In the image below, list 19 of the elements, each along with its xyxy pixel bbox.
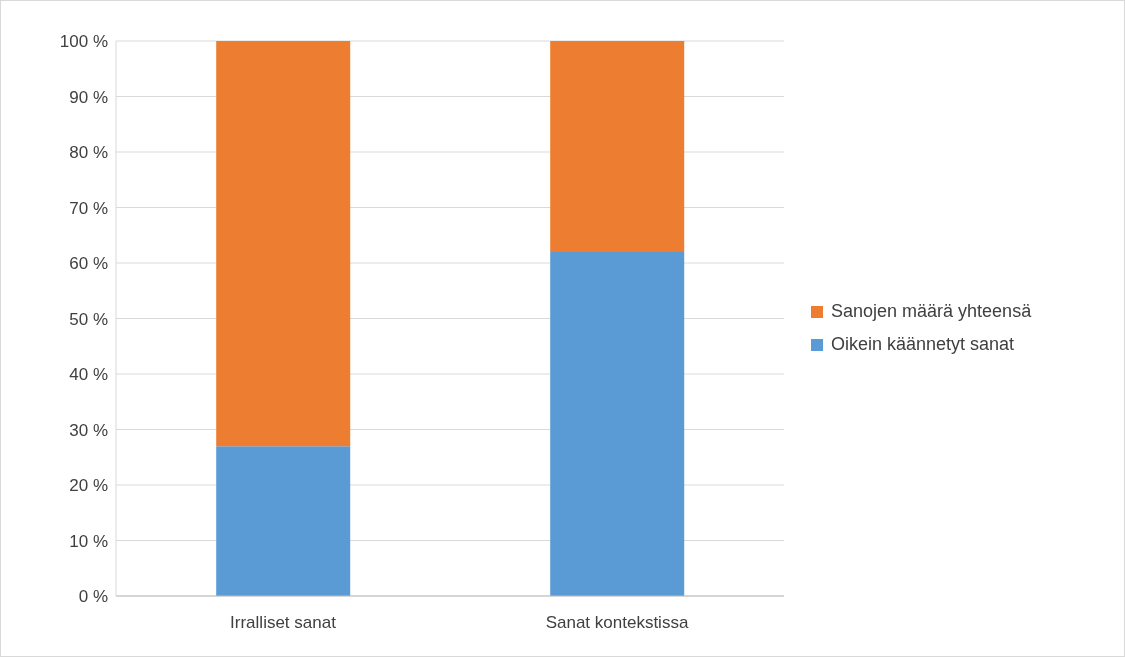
bar xyxy=(216,446,351,596)
x-tick-label: Sanat kontekstissa xyxy=(545,613,689,633)
legend-label: Sanojen määrä yhteensä xyxy=(831,301,1032,322)
y-tick-label: 60 % xyxy=(69,254,108,274)
y-tick-label: 0 % xyxy=(78,587,108,607)
y-tick-label: 90 % xyxy=(69,87,108,107)
x-tick-label: Irralliset sanat xyxy=(230,613,337,633)
legend-label: Oikein käännetyt sanat xyxy=(831,334,1015,355)
y-tick-label: 70 % xyxy=(69,198,108,218)
y-tick-label: 20 % xyxy=(69,476,108,496)
bar xyxy=(550,251,685,596)
y-tick-label: 40 % xyxy=(69,365,108,385)
bar xyxy=(216,41,351,447)
y-tick-label: 50 % xyxy=(69,309,108,329)
y-tick-label: 80 % xyxy=(69,143,108,163)
bar xyxy=(550,41,685,252)
y-tick-label: 30 % xyxy=(69,420,108,440)
y-tick-label: 100 % xyxy=(59,32,108,52)
y-tick-label: 10 % xyxy=(69,531,108,551)
